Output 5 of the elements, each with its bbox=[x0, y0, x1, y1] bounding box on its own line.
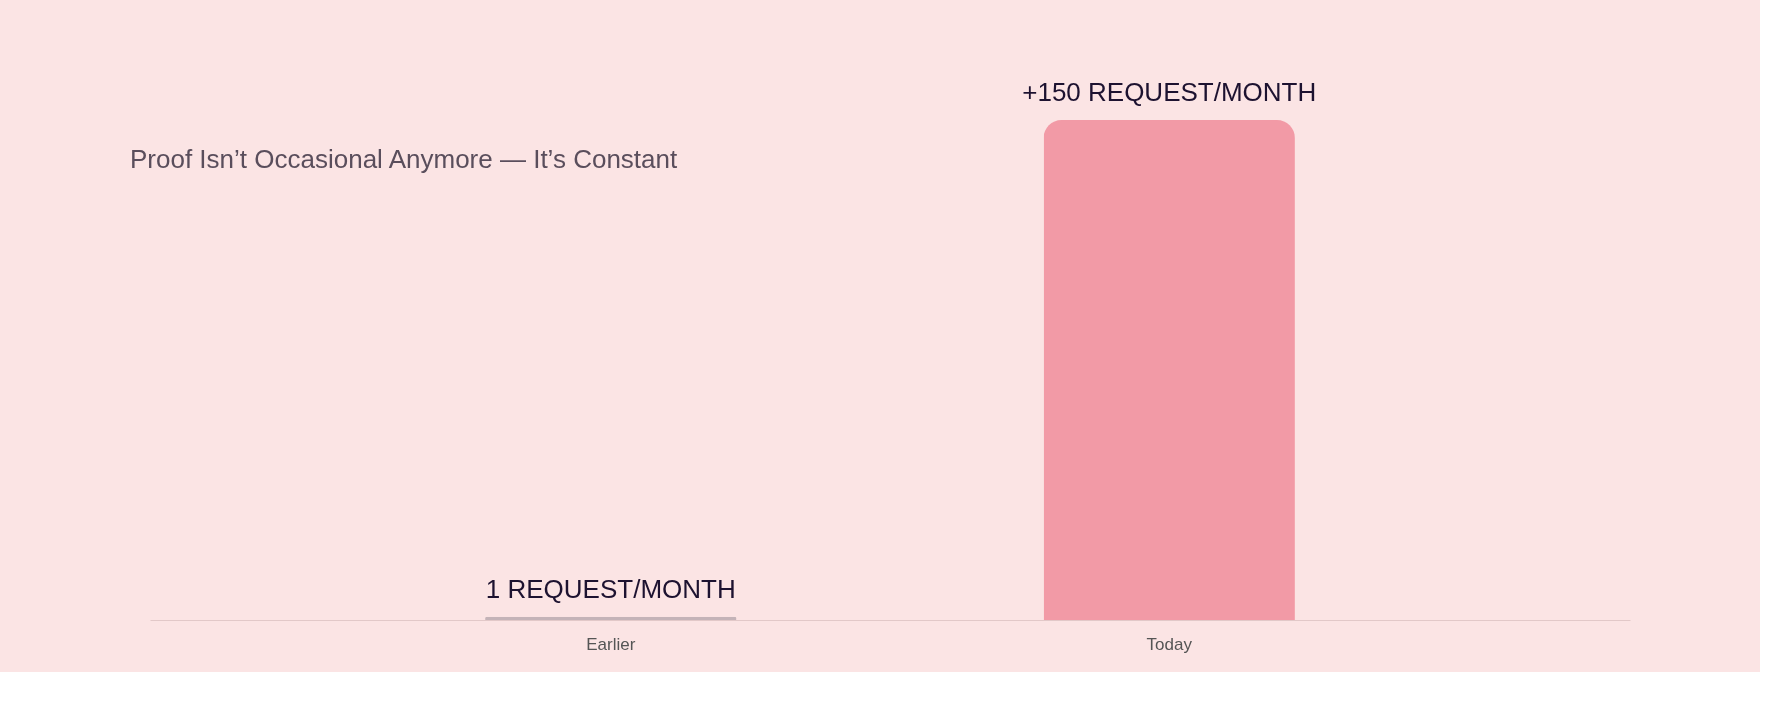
x-tick-label: Today bbox=[1146, 634, 1193, 654]
data-label: 1 REQUEST/MONTH bbox=[485, 573, 736, 604]
x-tick-label: Earlier bbox=[586, 634, 636, 654]
data-label: +150 REQUEST/MONTH bbox=[1022, 77, 1317, 107]
text: Proof Isn’t Occasional Anymore — It’s Constant bbox=[130, 144, 678, 174]
